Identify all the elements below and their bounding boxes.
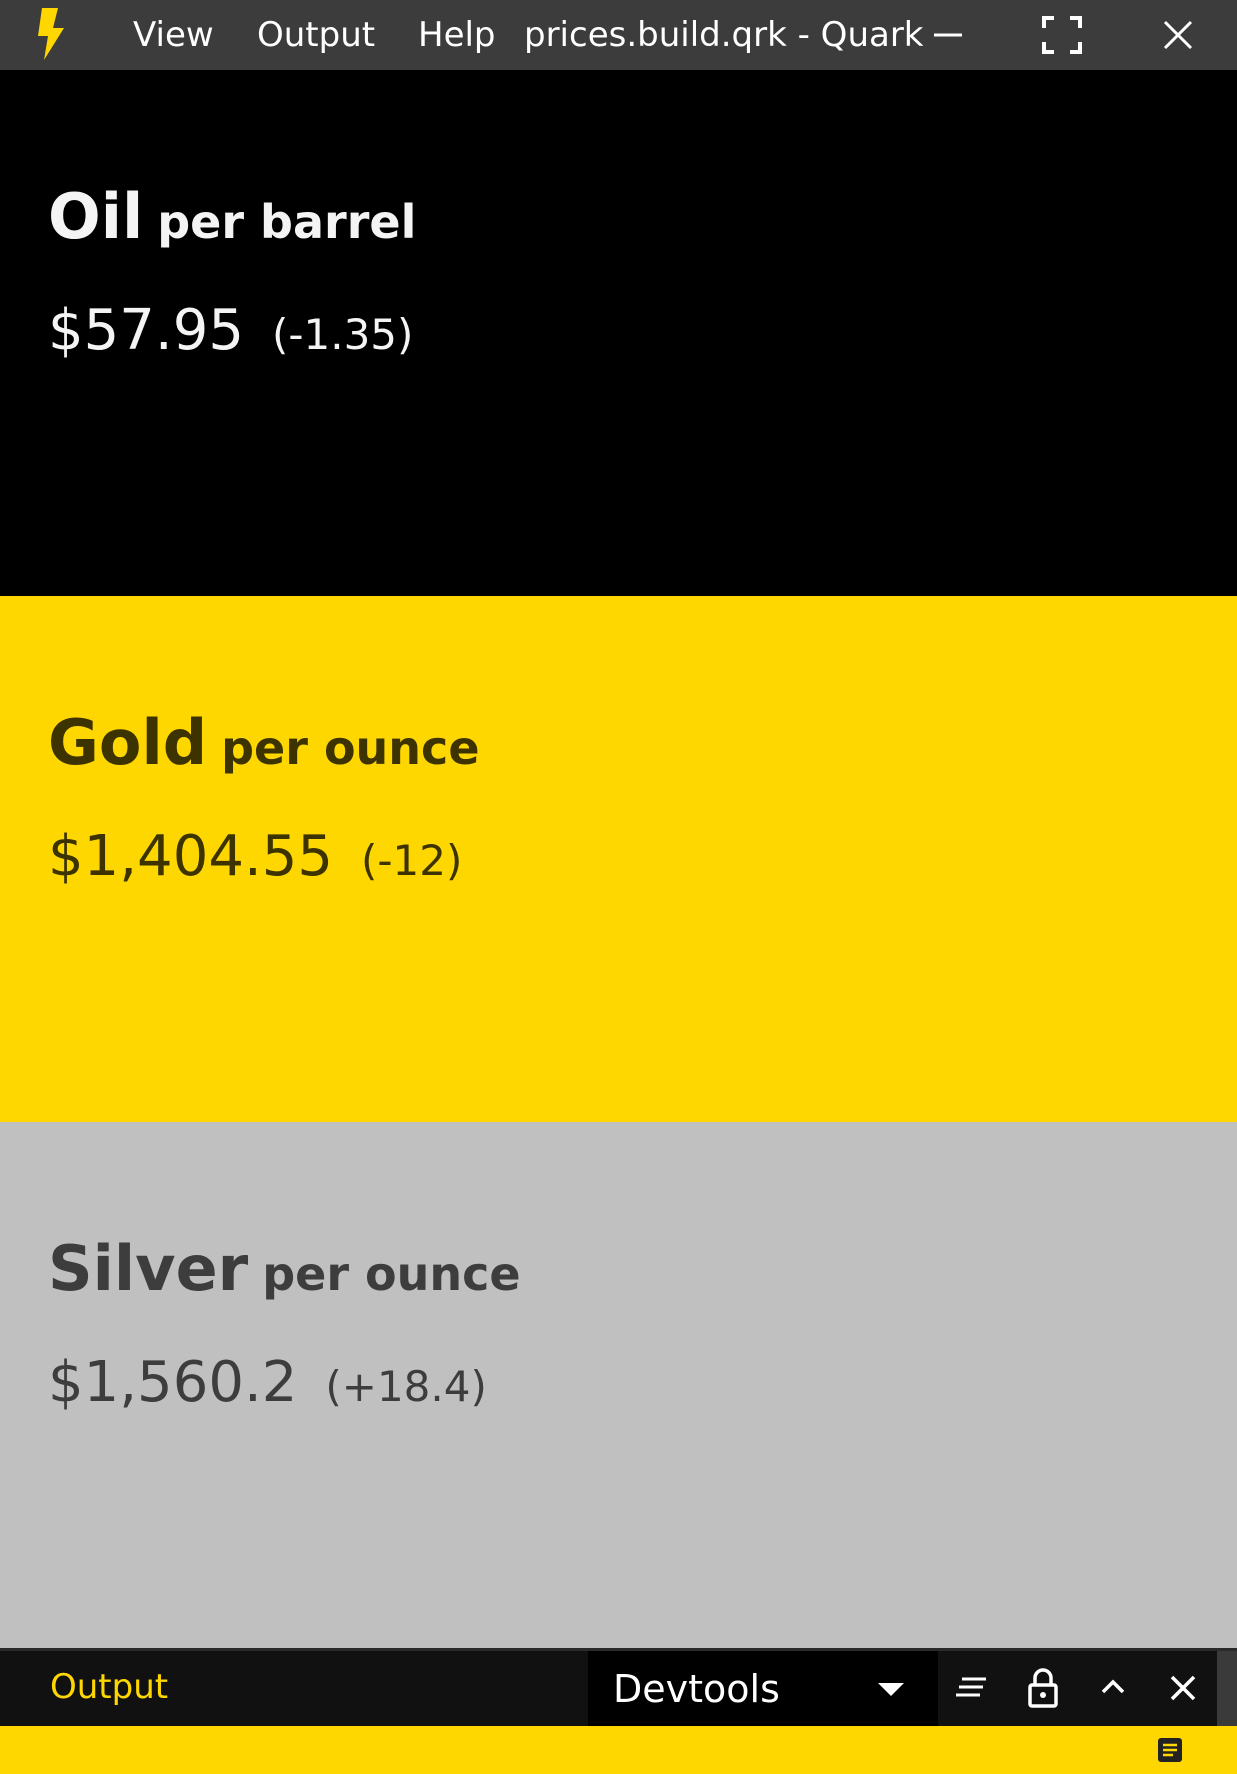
close-icon[interactable] [1160, 1665, 1206, 1711]
clear-lines-icon[interactable] [950, 1665, 996, 1711]
price-line: $1,560.2 (+18.4) [48, 1350, 487, 1415]
commodity-unit: per ounce [262, 1247, 521, 1301]
devtools-select[interactable]: Devtools [588, 1651, 938, 1726]
chevron-up-icon[interactable] [1090, 1665, 1136, 1711]
menu-help[interactable]: Help [418, 15, 496, 55]
output-panel-bar: Output Devtools [0, 1648, 1237, 1726]
commodity-heading: Oil per barrel [48, 180, 416, 253]
commodity-name: Oil [48, 180, 144, 253]
silver-panel: Silver per ounce $1,560.2 (+18.4) [0, 1122, 1237, 1648]
commodity-heading: Silver per ounce [48, 1232, 521, 1305]
lock-icon[interactable] [1020, 1665, 1066, 1711]
close-icon[interactable] [1152, 10, 1204, 60]
title-bar: View Output Help prices.build.qrk - Quar… [0, 0, 1237, 70]
commodity-price: $1,404.55 [48, 824, 334, 889]
lightning-bolt-icon[interactable] [34, 8, 68, 60]
commodity-price: $1,560.2 [48, 1350, 298, 1415]
commodity-name: Gold [48, 706, 208, 779]
log-icon[interactable] [1155, 1735, 1185, 1765]
gold-panel: Gold per ounce $1,404.55 (-12) [0, 596, 1237, 1122]
chevron-down-icon [878, 1683, 904, 1696]
minimize-icon[interactable] [922, 10, 974, 60]
price-change: (-1.35) [271, 310, 414, 359]
menu-view[interactable]: View [133, 15, 214, 55]
fullscreen-icon[interactable] [1036, 10, 1088, 60]
commodity-name: Silver [48, 1232, 249, 1305]
devtools-select-value: Devtools [613, 1667, 780, 1711]
menu-output[interactable]: Output [257, 15, 376, 55]
scrollbar[interactable] [1217, 1651, 1237, 1726]
commodity-unit: per barrel [157, 195, 417, 249]
output-tab[interactable]: Output [50, 1667, 169, 1707]
price-change: (+18.4) [325, 1362, 487, 1411]
commodity-heading: Gold per ounce [48, 706, 480, 779]
price-change: (-12) [361, 836, 463, 885]
price-line: $57.95 (-1.35) [48, 298, 413, 363]
status-bar [0, 1726, 1237, 1774]
window-title: prices.build.qrk - Quark [524, 15, 924, 55]
commodity-unit: per ounce [221, 721, 480, 775]
oil-panel: Oil per barrel $57.95 (-1.35) [0, 70, 1237, 596]
price-line: $1,404.55 (-12) [48, 824, 462, 889]
commodity-price: $57.95 [48, 298, 244, 363]
